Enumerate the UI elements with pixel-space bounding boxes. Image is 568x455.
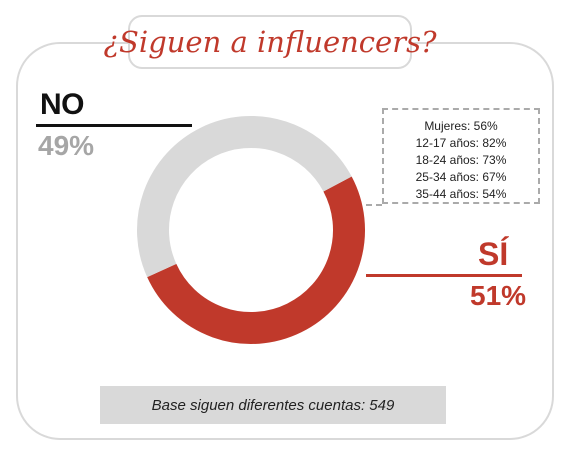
slice-value-no: 49%	[38, 130, 95, 161]
breakdown-connector	[366, 204, 382, 206]
breakdown-row: 25-34 años: 67%	[415, 170, 507, 184]
breakdown-row: 35-44 años: 54%	[415, 187, 507, 201]
si-breakdown-box: Mujeres: 56% 12-17 años: 82% 18-24 años:…	[382, 108, 540, 204]
base-note: Base siguen diferentes cuentas: 549	[100, 386, 446, 424]
breakdown-row: 18-24 años: 73%	[415, 153, 507, 167]
no-underline	[36, 124, 192, 127]
breakdown-row: 12-17 años: 82%	[415, 136, 507, 150]
donut-slice-si	[147, 176, 365, 344]
donut-slice-no	[137, 116, 352, 278]
slice-label-si: SÍ	[478, 236, 509, 272]
chart-title: ¿Siguen a influencers?	[104, 15, 437, 69]
slice-value-si: 51%	[470, 280, 527, 311]
slice-label-no: NO	[40, 88, 85, 121]
breakdown-row: Mujeres: 56%	[424, 119, 498, 133]
si-underline	[366, 274, 522, 277]
